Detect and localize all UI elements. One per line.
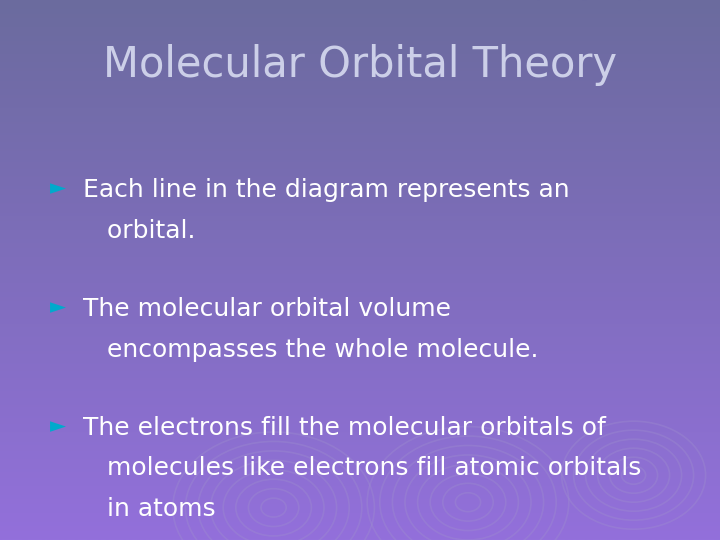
- Text: encompasses the whole molecule.: encompasses the whole molecule.: [83, 338, 539, 361]
- Text: in atoms: in atoms: [83, 497, 215, 521]
- Text: orbital.: orbital.: [83, 219, 195, 242]
- Text: ►: ►: [50, 297, 66, 317]
- Text: ►: ►: [50, 416, 66, 436]
- Text: The electrons fill the molecular orbitals of: The electrons fill the molecular orbital…: [83, 416, 606, 440]
- Text: molecules like electrons fill atomic orbitals: molecules like electrons fill atomic orb…: [83, 456, 642, 480]
- Text: Each line in the diagram represents an: Each line in the diagram represents an: [83, 178, 570, 202]
- Text: ►: ►: [50, 178, 66, 198]
- Text: The molecular orbital volume: The molecular orbital volume: [83, 297, 451, 321]
- Text: Molecular Orbital Theory: Molecular Orbital Theory: [103, 44, 617, 86]
